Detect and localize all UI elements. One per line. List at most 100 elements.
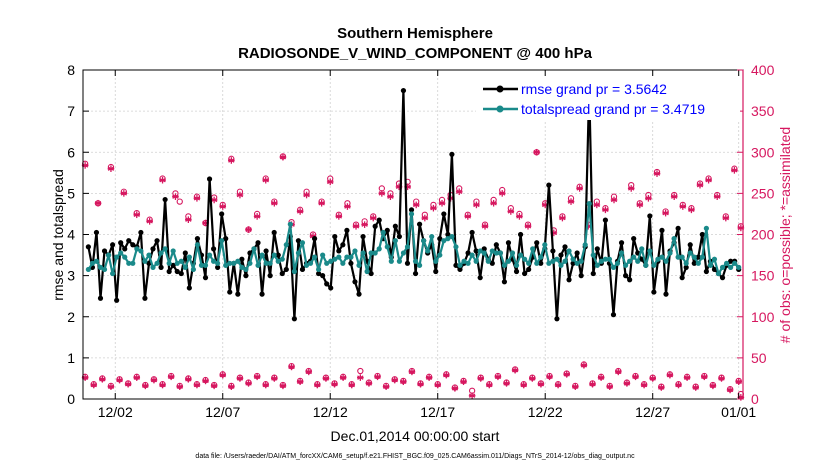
rmse-point [206, 176, 213, 182]
totalspread-point [522, 256, 528, 262]
totalspread-point [602, 256, 609, 262]
rmse-point [356, 291, 362, 297]
obs-assimilated-marker [245, 226, 252, 233]
obs-assimilated-marker [202, 377, 209, 385]
obs-assimilated-marker [357, 374, 364, 381]
y-axis-left-label: rmse and totalspread [50, 169, 66, 301]
obs-assimilated-marker [572, 383, 579, 390]
totalspread-point [275, 258, 281, 264]
obs-assimilated-marker [193, 381, 201, 389]
totalspread-point [590, 252, 596, 258]
totalspread-point [142, 258, 148, 264]
totalspread-point [594, 262, 600, 268]
obs-assimilated-marker [185, 216, 192, 223]
rmse-point [566, 277, 572, 283]
totalspread-point [425, 248, 431, 254]
totalspread-point [174, 260, 180, 266]
obs-assimilated-marker [253, 213, 261, 220]
obs-assimilated-marker [99, 375, 106, 383]
rmse-point [602, 217, 609, 223]
obs-assimilated-marker [640, 381, 648, 389]
obs-assimilated-marker [722, 214, 730, 222]
rmse-point [267, 273, 273, 279]
legend-box [476, 76, 740, 120]
rmse-point [344, 227, 350, 233]
obs-assimilated-marker [516, 213, 523, 220]
totalspread-point [311, 254, 318, 260]
rmse-point [623, 273, 629, 279]
rmse-point [311, 236, 318, 242]
totalspread-point [344, 254, 350, 260]
totalspread-point [566, 248, 572, 254]
totalspread-point [562, 258, 568, 264]
totalspread-point [384, 244, 390, 250]
rmse-point [489, 260, 495, 266]
totalspread-point [433, 258, 439, 264]
obs-assimilated-marker [726, 386, 734, 394]
totalspread-point [449, 233, 455, 240]
totalspread-point [578, 258, 584, 264]
totalspread-point [408, 211, 415, 217]
obs-assimilated-marker [593, 201, 601, 209]
totalspread-point [695, 260, 701, 266]
rmse-point [441, 211, 447, 217]
rmse-point [550, 248, 556, 254]
totalspread-point [89, 260, 96, 266]
obs-assimilated-marker [314, 381, 321, 389]
totalspread-point [154, 260, 160, 266]
totalspread-point [465, 260, 471, 266]
rmse-point [594, 246, 600, 252]
totalspread-point [586, 201, 592, 207]
rmse-point [647, 213, 653, 219]
obs-assimilated-marker [322, 375, 330, 382]
totalspread-point [711, 256, 718, 262]
obs-assimilated-marker [219, 371, 227, 379]
totalspread-point [194, 242, 201, 248]
totalspread-point [138, 248, 144, 254]
obs-assimilated-marker [262, 176, 270, 184]
rmse-point [142, 295, 148, 301]
rmse-point [316, 270, 322, 277]
legend-rmse-label: rmse grand pr = 3.5642 [521, 81, 667, 97]
rmse-point [449, 151, 455, 157]
rmse-point [691, 260, 697, 266]
totalspread-point [247, 260, 253, 266]
totalspread-point [178, 258, 184, 264]
totalspread-point [372, 250, 378, 256]
totalspread-point [493, 250, 499, 256]
totalspread-point [623, 262, 629, 268]
totalspread-point [671, 236, 677, 242]
totalspread-point [683, 260, 689, 266]
totalspread-point [279, 256, 285, 262]
obs-assimilated-marker [365, 380, 373, 387]
rmse-point [219, 211, 225, 217]
totalspread-point [283, 242, 289, 248]
totalspread-point [453, 244, 459, 250]
obs-assimilated-marker [576, 185, 583, 192]
rmse-point [695, 254, 701, 260]
obs-assimilated-marker [546, 373, 553, 381]
totalspread-point [295, 250, 302, 256]
totalspread-point [606, 256, 613, 262]
obs-possible-marker [357, 367, 364, 375]
obs-assimilated-marker [688, 206, 695, 214]
totalspread-point [146, 252, 152, 258]
obs-assimilated-marker [339, 374, 347, 381]
y-tick-left-label: 2 [67, 309, 75, 325]
obs-assimilated-marker [412, 201, 420, 209]
y-tick-right-label: 250 [751, 185, 775, 201]
totalspread-point [732, 260, 738, 266]
totalspread-point [469, 252, 475, 258]
totalspread-point [445, 236, 451, 242]
rmse-point [433, 268, 439, 275]
obs-assimilated-marker [296, 378, 304, 386]
y-tick-right-label: 0 [751, 391, 759, 407]
totalspread-point [485, 258, 491, 264]
totalspread-point [227, 260, 233, 266]
rmse-point [699, 231, 705, 238]
obs-assimilated-marker [236, 191, 244, 199]
obs-assimilated-marker [597, 374, 605, 381]
rmse-point [477, 275, 483, 281]
rmse-point [101, 248, 108, 254]
totalspread-point [332, 256, 338, 262]
